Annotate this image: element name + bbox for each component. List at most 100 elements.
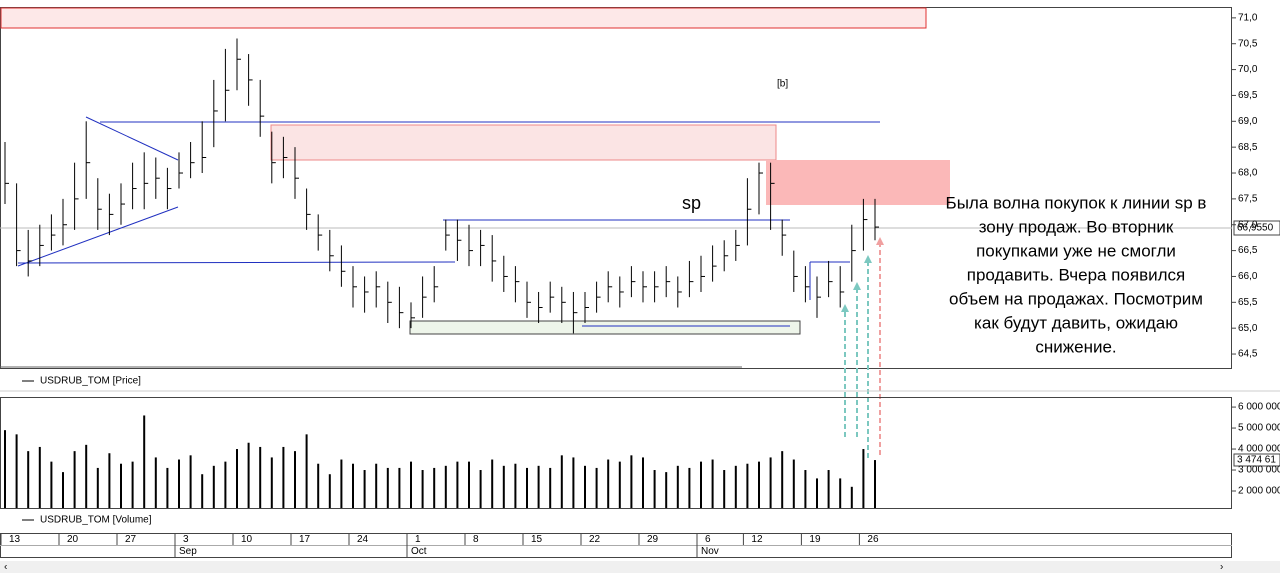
volume-bar [38,446,41,508]
volume-bar [468,461,470,508]
volume-bar [247,442,250,508]
last-volume-box [1233,453,1280,467]
volume-bar [502,465,505,508]
y-tick-label: 67,5 [1238,194,1258,205]
volume-bar [386,467,389,508]
volume-bar [595,467,598,508]
volume-panel [0,397,1232,509]
volume-bar [653,470,656,508]
y-tick-label: 6 000 000 [1238,402,1280,413]
volume-bar [154,457,157,508]
volume-bar [769,457,772,508]
volume-bar [711,459,714,508]
y-tick-label: 70,0 [1238,64,1258,75]
x-tick-label: 8 [473,534,479,545]
volume-bar [723,470,726,508]
volume-bar [85,444,88,508]
volume-bar [212,465,215,508]
volume-bar [734,465,737,508]
x-tick-label: 24 [357,534,369,545]
zone [409,320,801,335]
comment-line: зону продаж. Во вторник [979,217,1174,236]
zone [766,160,950,205]
volume-bar [224,461,227,508]
scroll-left[interactable]: ‹ [4,562,7,573]
volume-bar [317,463,320,508]
volume-bar [270,457,273,508]
volume-bar [827,470,830,508]
arrow-head [864,255,872,263]
last-price-box [1233,220,1280,236]
y-tick-label: 65,5 [1238,297,1258,308]
y-tick-label: 65,0 [1238,323,1258,334]
y-tick-label: 68,5 [1238,142,1258,153]
volume-bar [537,465,540,508]
volume-bar [758,461,760,508]
x-tick-label: 13 [9,534,21,545]
x-tick-label: 10 [241,534,253,545]
x-tick-label: 29 [647,534,659,545]
x-tick-label: 20 [67,534,79,545]
volume-bar [62,472,64,508]
volume-bar [700,461,702,508]
volume-bar [665,472,668,508]
x-tick-label: 3 [183,534,189,545]
last-volume-label: 3 474 61 [1237,455,1276,466]
volume-bar [526,467,528,508]
volume-bar [108,453,111,508]
volume-bar [491,459,494,508]
volume-bar [479,470,482,508]
month-label: Nov [701,546,719,557]
volume-bar [804,470,807,508]
volume-bar [850,486,853,508]
x-tick-label: 19 [809,534,821,545]
volume-bar [96,467,99,508]
zone [270,124,777,161]
volume-bar [688,467,691,508]
zone [0,7,927,29]
volume-bar [514,463,517,508]
volume-bar [560,455,563,508]
y-tick-label: 69,0 [1238,116,1258,127]
last-price-label: 66,9550 [1237,223,1274,234]
volume-bar [143,415,146,508]
x-tick-label: 22 [589,534,601,545]
comment-line: объем на продажах. Посмотрим [949,289,1203,308]
volume-bar [50,461,53,508]
y-tick-label: 4 000 000 [1238,444,1280,455]
volume-bar [178,459,180,508]
y-tick-label: 64,5 [1238,349,1258,360]
scrollbar [0,561,1280,573]
volume-bar [236,449,238,508]
x-tick-label: 26 [867,534,879,545]
volume-bar [340,459,343,508]
y-tick-label: 71,0 [1238,13,1258,24]
volume-bar [259,446,262,508]
y-tick-label: 66,5 [1238,245,1258,256]
volume-bar [607,459,610,508]
volume-bar [398,467,401,508]
month-label: Oct [411,546,427,557]
volume-bar [456,461,459,508]
arrow-head [853,282,861,290]
volume-bar [189,455,192,508]
scroll-right[interactable]: › [1220,562,1223,573]
volume-bar [746,463,749,508]
y-tick-label: 70,5 [1238,38,1258,49]
volume-bar [421,470,424,508]
volume-bar [363,470,366,508]
volume-bar [792,459,795,508]
y-tick-label: 5 000 000 [1238,423,1280,434]
volume-bar [294,451,296,508]
comment-line: снижение. [1035,337,1116,356]
volume-bar [131,461,134,508]
x-tick-label: 17 [299,534,311,545]
arrow-head [876,237,884,245]
volume-bar [305,434,308,508]
y-tick-label: 68,0 [1238,168,1258,179]
comment-line: продавить. Вчера появился [967,265,1185,284]
x-tick-label: 27 [125,534,137,545]
volume-bar [328,474,331,508]
volume-bar [73,451,76,508]
month-label: Sep [179,546,197,557]
